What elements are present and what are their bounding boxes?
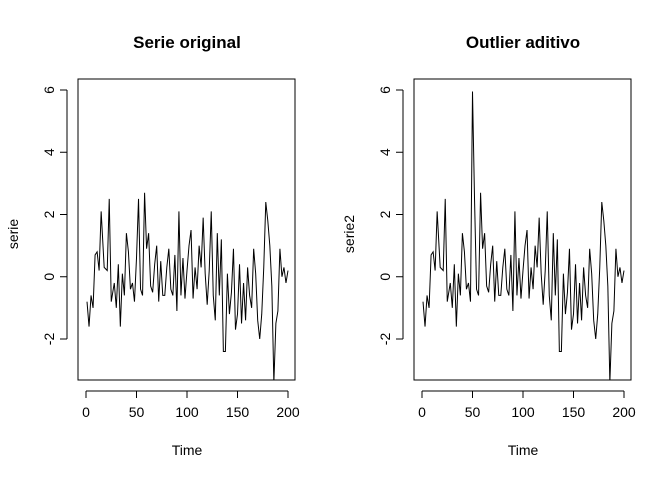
chart-title: Outlier aditivo <box>466 33 580 52</box>
x-tick-label: 0 <box>82 404 90 420</box>
x-axis: 0 50 100 150 200 <box>418 390 636 420</box>
x-axis: 0 50 100 150 200 <box>82 390 300 420</box>
y-tick-label: 4 <box>377 148 393 156</box>
x-axis-label: Time <box>172 442 203 458</box>
series-line-group <box>422 91 625 380</box>
y-axis-label: serie2 <box>341 215 357 253</box>
x-tick-label: 200 <box>276 404 300 420</box>
y-tick-label: 0 <box>41 273 57 281</box>
x-tick-label: 0 <box>418 404 426 420</box>
x-tick-label: 100 <box>175 404 199 420</box>
y-axis: -2 0 2 4 6 <box>41 86 68 346</box>
x-tick-label: 150 <box>562 404 586 420</box>
x-tick-label: 100 <box>511 404 535 420</box>
panel-serie-original: Serie original Time serie 0 50 100 150 200 -… <box>5 33 300 458</box>
x-tick-label: 150 <box>226 404 250 420</box>
panel-outlier-aditivo: Outlier aditivo Time serie2 0 50 100 150 200… <box>341 33 636 458</box>
plot-box <box>77 78 296 381</box>
x-tick-label: 200 <box>612 404 636 420</box>
y-tick-label: 0 <box>377 273 393 281</box>
y-tick-label: 6 <box>377 86 393 94</box>
series-line <box>422 91 625 380</box>
plot-box <box>413 78 632 381</box>
y-tick-label: -2 <box>41 333 57 346</box>
series-line <box>86 192 289 380</box>
y-axis-label: serie <box>5 219 21 250</box>
series-line-group <box>86 192 289 380</box>
y-tick-label: 4 <box>41 148 57 156</box>
y-axis: -2 0 2 4 6 <box>377 86 404 346</box>
y-tick-label: 2 <box>377 210 393 218</box>
x-tick-label: 50 <box>465 404 481 420</box>
x-axis-label: Time <box>508 442 539 458</box>
chart-title: Serie original <box>133 33 241 52</box>
y-tick-label: 6 <box>41 86 57 94</box>
y-tick-label: -2 <box>377 333 393 346</box>
y-tick-label: 2 <box>41 210 57 218</box>
x-tick-label: 50 <box>129 404 145 420</box>
